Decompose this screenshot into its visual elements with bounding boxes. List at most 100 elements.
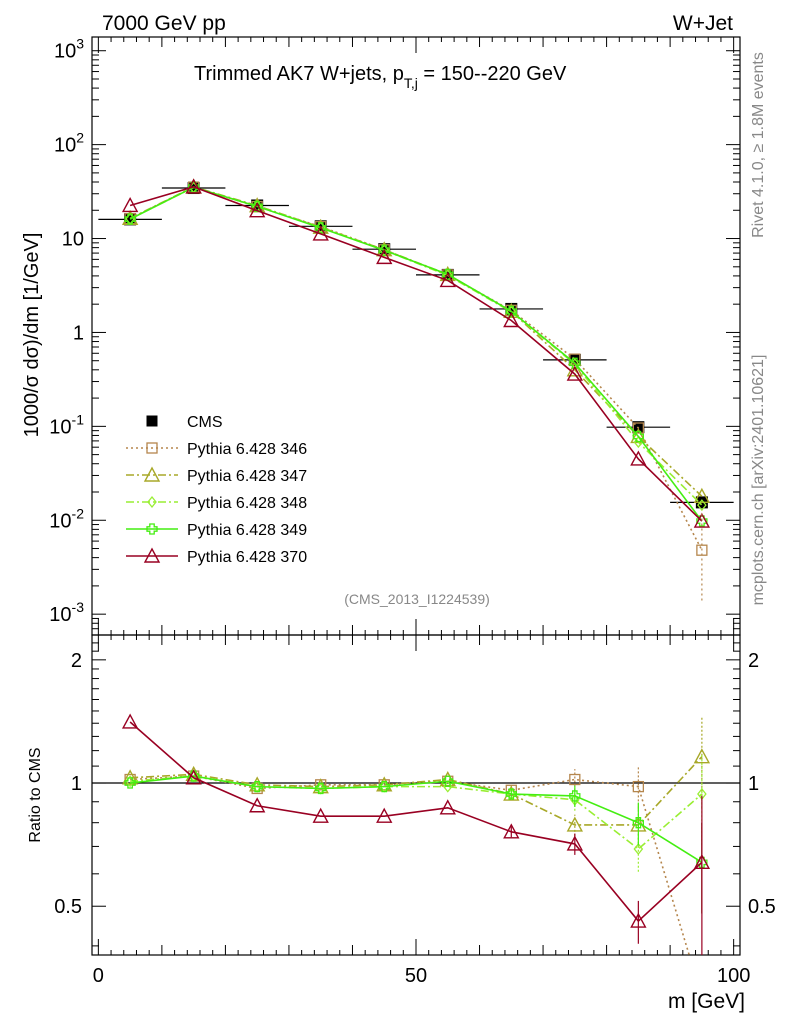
data-point [569,358,580,371]
ratio-point [312,807,329,823]
legend-item: Pythia 6.428 346 [126,441,307,458]
main-plot-frame [91,36,741,636]
legend-item: Pythia 6.428 347 [126,466,307,485]
ratio-point [693,748,711,764]
legend-label: Pythia 6.428 370 [187,549,307,566]
x-tick-label: 100 [717,965,750,987]
chart-title-tail: = 150--220 GeV [418,63,567,85]
y-tick-label: 1 [73,322,84,344]
ratio-point [439,799,456,815]
ratio-y-tick-label-right: 0.5 [748,896,776,918]
y-axis-label: 1000/σ dσ)/dm [1/GeV] [21,233,43,438]
data-point [632,430,645,443]
legend-marker [146,442,158,454]
ratio-y-tick-label-right: 2 [748,650,759,672]
ratio-point [121,769,139,785]
y-tick-label: 10-2 [49,505,84,532]
chart-title: Trimmed AK7 W+jets, pT,j = 150--220 GeV [194,63,567,91]
ratio-axes: 0.5 0.5 1 1 2 2 0 50 100 [54,635,776,987]
ratio-point [630,912,647,928]
ratio-plot-frame [91,634,741,956]
chart-title-sub: T,j [404,75,418,91]
legend-label: Pythia 6.428 347 [187,468,307,485]
ratio-point [569,790,581,802]
data-point [442,268,454,281]
legend-item: CMS [146,414,223,431]
series-line [129,186,703,522]
header-right-label: W+Jet [673,12,733,35]
y-tick-label: 102 [54,130,84,157]
ratio-y-tick-label: 1 [71,773,82,795]
data-point [503,312,520,328]
ratio-point [632,817,645,829]
data-point [312,225,329,241]
ratio-point [569,773,581,786]
ratio-series-pythia-6-428-348 [125,754,707,872]
legend: CMS Pythia 6.428 346 Pythia 6.428 347 Pythi… [126,414,307,566]
y-tick-label: 103 [54,36,84,63]
y-tick-label: 10 [62,229,84,251]
legend-item: Pythia 6.428 349 [126,522,307,539]
data-point [249,202,266,218]
legend-marker [146,415,158,427]
series-pythia-6-428-370 [121,178,711,528]
ratio-point [632,780,645,793]
data-point [376,248,393,265]
ratio-line [130,775,703,864]
main-series-group [98,178,734,601]
ratio-point [121,713,139,729]
ratio-series-pythia-6-428-349 [124,770,708,914]
ratio-point [251,780,263,793]
ratio-point [185,769,202,785]
ratio-line [130,756,703,826]
data-point [124,213,136,225]
ratio-point [503,823,520,839]
legend-item: Pythia 6.428 370 [126,547,307,566]
main-axes: 10-3 10-2 10-1 1 10 102 103 [49,36,740,636]
analysis-id: (CMS_2013_I1224539) [344,591,490,607]
y-tick-label: 10-1 [49,411,84,438]
chart-title-main: Trimmed AK7 W+jets, p [194,63,404,85]
ratio-point [442,775,454,787]
main-plot-panel: 10-3 10-2 10-1 1 10 102 103 CMS Pythia 6.428 34… [49,36,741,636]
ratio-point [124,777,136,789]
ratio-point [505,788,517,800]
data-point [439,271,456,288]
ratio-point [378,780,390,793]
ratio-y-axis-label: Ratio to CMS [27,747,44,842]
ratio-point [566,835,583,851]
x-tick-label: 50 [405,965,427,987]
legend-marker [143,466,161,482]
ratio-series-group [121,713,711,955]
data-point [566,365,583,381]
ratio-y-tick-label: 0.5 [54,896,82,918]
ratio-series-pythia-6-428-370 [121,713,711,944]
data-point [569,357,581,369]
y-tick-label: 10-3 [49,599,84,626]
data-point [185,178,202,194]
header-left-label: 7000 GeV pp [102,12,226,35]
legend-marker [146,523,158,535]
data-point [315,222,327,234]
ratio-point [376,807,393,823]
ratio-plot-panel: 0.5 0.5 1 1 2 2 0 50 100 [54,634,776,987]
legend-label: CMS [187,414,223,431]
series-line [129,186,703,522]
ratio-line [130,775,691,955]
data-point [693,512,711,528]
x-axis-label: m [GeV] [668,990,745,1013]
ratio-point [315,782,327,795]
legend-item: Pythia 6.428 348 [126,495,307,512]
mcplots-label: mcplots.cern.ch [arXiv:2401.10621] [750,355,767,606]
legend-marker [147,495,157,509]
data-point [630,450,647,466]
ratio-y-tick-label-right: 1 [748,773,759,795]
legend-label: Pythia 6.428 346 [187,441,307,458]
legend-label: Pythia 6.428 349 [187,522,307,539]
data-point [697,499,707,512]
ratio-y-tick-label: 2 [71,650,82,672]
ratio-point [633,842,644,856]
ratio-series-pythia-6-428-347 [121,716,711,848]
ratio-point [249,797,266,813]
